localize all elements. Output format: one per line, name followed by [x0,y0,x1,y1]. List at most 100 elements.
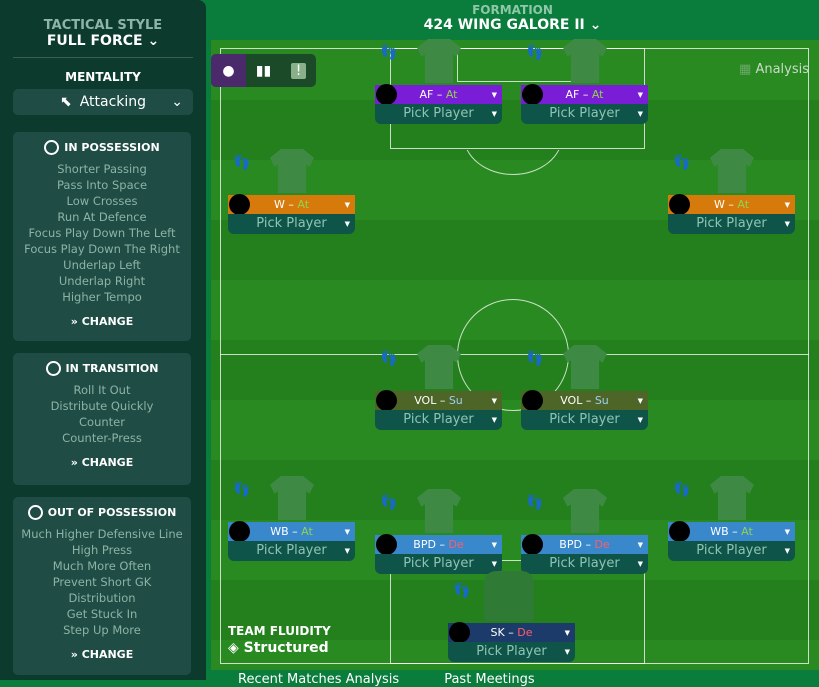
pick-player-dropdown[interactable]: Pick Player ▼ [521,410,648,430]
role-name: SK [490,626,505,639]
player-slot-bpd[interactable]: 👣 BPD – De ▼ Pick Player ▼ [521,489,648,574]
player-avatar [229,194,250,215]
team-fluidity: TEAM FLUIDITY ◈ Structured [228,624,331,656]
duty: De [448,538,464,551]
out-of-possession-change-button[interactable]: » CHANGE [70,648,134,661]
player-avatar [376,84,397,105]
pick-player-label: Pick Player [403,106,474,121]
role-name: BPD [413,538,436,551]
instruction-item: Underlap Left [63,258,141,272]
pick-player-label: Pick Player [403,556,474,571]
role-selector[interactable]: W – At ▼ [228,194,355,215]
dropdown-arrow-icon: ▼ [637,416,643,424]
role-selector[interactable]: WB – At ▼ [668,521,795,542]
role-selector[interactable]: VOL – Su ▼ [521,390,648,411]
ball-icon [27,505,43,520]
pick-player-dropdown[interactable]: Pick Player ▼ [375,410,502,430]
player-slot-wb[interactable]: 👣 WB – At ▼ Pick Player ▼ [228,476,355,561]
dropdown-arrow-icon: ▼ [491,397,497,405]
pick-player-dropdown[interactable]: Pick Player ▼ [228,214,355,234]
instruction-item: Run At Defence [57,210,147,224]
analysis-label: Analysis [755,62,809,77]
tactical-style-dropdown[interactable]: FULL FORCE ⌄ [0,33,206,49]
role-selector[interactable]: AF – At ▼ [521,84,648,105]
instruction-item: Shorter Passing [57,162,147,176]
duty: At [737,198,750,211]
player-avatar [522,390,543,411]
chevron-down-icon: ⌄ [147,33,160,49]
player-avatar [669,521,690,542]
footprints-icon: 👣 [673,482,691,498]
duty: At [445,88,458,101]
player-slot-wb[interactable]: 👣 WB – At ▼ Pick Player ▼ [668,476,795,561]
pick-player-dropdown[interactable]: Pick Player ▼ [448,642,575,662]
player-slot-sk[interactable]: 👣 SK – De ▼ Pick Player ▼ [448,571,575,662]
dropdown-arrow-icon: ▼ [491,560,497,568]
player-avatar [522,84,543,105]
pick-player-label: Pick Player [256,543,327,558]
pick-player-dropdown[interactable]: Pick Player ▼ [375,554,502,574]
player-slot-vol[interactable]: 👣 VOL – Su ▼ Pick Player ▼ [375,345,502,430]
formation-header: FORMATION 424 WING GALORE II ⌄ [206,3,819,33]
player-view-button[interactable]: ● [211,54,246,87]
player-slot-vol[interactable]: 👣 VOL – Su ▼ Pick Player ▼ [521,345,648,430]
dropdown-arrow-icon: ▼ [637,541,643,549]
analysis-button[interactable]: ▦ Analysis [739,62,809,77]
pitch: 👣 AF – At ▼ Pick Player ▼ 👣 AF – At ▼ Pick P… [211,39,819,670]
duty: Su [448,394,463,407]
role-name: WB [270,525,289,538]
role-selector[interactable]: BPD – De ▼ [375,534,502,555]
pick-player-dropdown[interactable]: Pick Player ▼ [521,104,648,124]
footprints-icon: 👣 [380,351,398,367]
pick-player-dropdown[interactable]: Pick Player ▼ [668,541,795,561]
duty: At [297,198,310,211]
person-icon: ● [222,62,235,79]
dropdown-arrow-icon: ▼ [344,528,350,536]
pick-player-dropdown[interactable]: Pick Player ▼ [375,104,502,124]
mentality-dropdown[interactable]: ⬉ Attacking ⌄ [13,89,193,115]
dropdown-arrow-icon: ▼ [637,397,643,405]
player-avatar [376,534,397,555]
player-slot-bpd[interactable]: 👣 BPD – De ▼ Pick Player ▼ [375,489,502,574]
in-possession-card: IN POSSESSION Shorter Passing Pass Into S… [13,132,191,341]
out-of-possession-card: OUT OF POSSESSION Much Higher Defensive … [13,497,191,675]
instructions-view-button[interactable]: ! [281,54,316,87]
role-selector[interactable]: AF – At ▼ [375,84,502,105]
chevron-down-icon: ⌄ [589,17,602,33]
role-selector[interactable]: SK – De ▼ [448,622,575,643]
role-name: W [713,198,725,211]
player-slot-w[interactable]: 👣 W – At ▼ Pick Player ▼ [668,149,795,234]
formation-dropdown[interactable]: 424 WING GALORE II ⌄ [206,17,819,33]
instruction-item: Prevent Short GK [52,575,152,589]
instruction-item: Underlap Right [58,274,146,288]
player-slot-w[interactable]: 👣 W – At ▼ Pick Player ▼ [228,149,355,234]
role-selector[interactable]: W – At ▼ [668,194,795,215]
role-selector[interactable]: BPD – De ▼ [521,534,648,555]
change-label: CHANGE [81,648,134,661]
role-selector[interactable]: WB – At ▼ [228,521,355,542]
in-transition-title: IN TRANSITION [65,362,159,375]
role-selector[interactable]: VOL – Su ▼ [375,390,502,411]
pick-player-dropdown[interactable]: Pick Player ▼ [228,541,355,561]
exclamation-box-icon: ! [290,62,307,79]
footprints-icon: 👣 [453,583,471,599]
shirt-icon [484,571,534,621]
pick-player-dropdown[interactable]: Pick Player ▼ [521,554,648,574]
instruction-item: Distribute Quickly [50,399,154,413]
player-slot-af[interactable]: 👣 AF – At ▼ Pick Player ▼ [521,39,648,124]
in-transition-change-button[interactable]: » CHANGE [70,456,134,469]
player-slot-af[interactable]: 👣 AF – At ▼ Pick Player ▼ [375,39,502,124]
instruction-item: Focus Play Down The Left [28,226,176,240]
tactical-style-value: FULL FORCE [46,33,143,49]
view-toggle: ● ▮▮ ! [211,54,316,87]
pick-player-label: Pick Player [476,644,547,659]
dropdown-arrow-icon: ▼ [491,110,497,118]
stats-view-button[interactable]: ▮▮ [246,54,281,87]
in-transition-card: IN TRANSITION Roll It Out Distribute Quic… [13,353,191,485]
pick-player-dropdown[interactable]: Pick Player ▼ [668,214,795,234]
instruction-item: Counter [79,415,125,429]
dropdown-arrow-icon: ▼ [344,220,350,228]
dropdown-arrow-icon: ▼ [784,220,790,228]
in-possession-change-button[interactable]: » CHANGE [70,315,134,328]
player-avatar [669,194,690,215]
